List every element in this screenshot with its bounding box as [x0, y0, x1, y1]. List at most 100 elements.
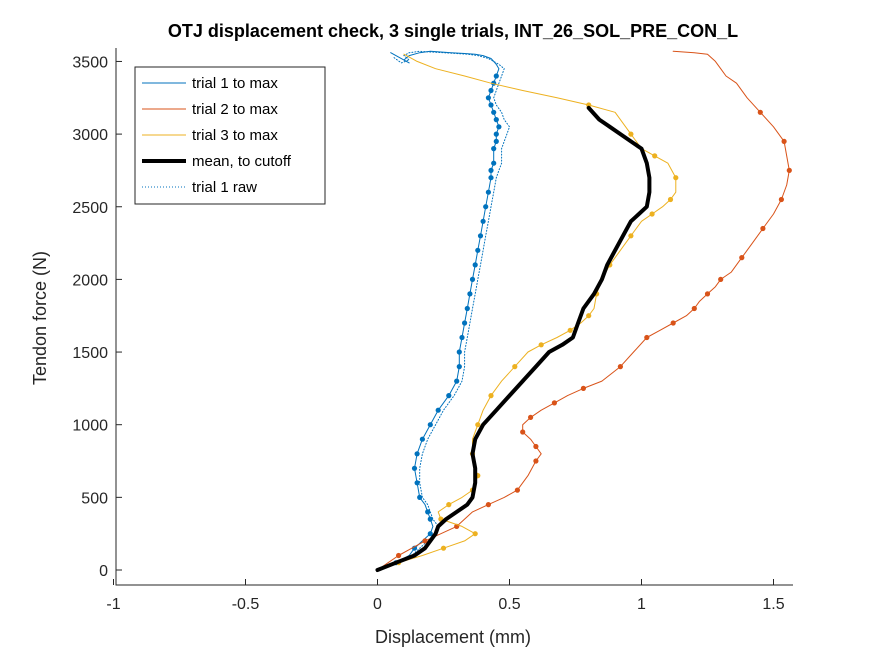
data-point-trial-2-to-max	[617, 364, 624, 370]
y-tick-label: 2500	[72, 200, 108, 217]
data-point-trial-1-to-max	[462, 320, 468, 326]
data-point-trial-1-to-max	[419, 436, 425, 442]
legend-label-trial-3-to-max: trial 3 to max	[192, 127, 278, 144]
data-point-trial-1-to-max	[414, 480, 420, 486]
data-point-trial-2-to-max	[533, 458, 539, 464]
data-point-trial-1-to-max	[493, 131, 499, 137]
chart-title: OTJ displacement check, 3 single trials,…	[168, 21, 738, 41]
series-line-trial-2-to-max	[377, 50, 790, 571]
y-tick-label: 2000	[72, 272, 108, 289]
data-point-trial-1-to-max	[417, 494, 423, 500]
data-point-trial-2-to-max	[739, 255, 745, 261]
data-point-trial-1-to-max	[464, 305, 470, 312]
data-point-trial-2-to-max	[781, 138, 787, 144]
y-tick-label: 1000	[72, 418, 108, 435]
data-point-trial-3-to-max	[628, 233, 634, 239]
data-point-trial-1-to-max	[475, 247, 481, 253]
data-point-trial-3-to-max	[512, 364, 518, 370]
data-point-trial-1-to-max	[493, 117, 499, 123]
data-point-trial-2-to-max	[528, 414, 534, 420]
data-point-trial-1-to-max	[456, 364, 462, 370]
data-point-trial-1-to-max	[488, 87, 494, 94]
x-axis-ticks: -1 -0.5 0 0.5 1 1.5	[106, 579, 785, 613]
data-point-trial-1-to-max	[446, 393, 452, 399]
data-point-trial-1-to-max	[459, 334, 465, 341]
data-point-trial-2-to-max	[396, 552, 402, 559]
data-point-trial-1-to-max	[414, 451, 420, 457]
x-tick-label: -1	[106, 596, 120, 613]
data-point-trial-1-to-max	[425, 509, 431, 515]
x-tick-label: 0.5	[498, 596, 520, 613]
data-point-trial-3-to-max	[586, 313, 592, 319]
data-point-trial-2-to-max	[778, 196, 785, 203]
data-point-trial-1-to-max	[491, 160, 497, 166]
data-point-trial-1-to-max	[467, 291, 473, 297]
data-point-trial-3-to-max	[673, 175, 679, 181]
data-point-trial-3-to-max	[440, 545, 447, 551]
data-point-trial-2-to-max	[514, 487, 521, 493]
data-point-trial-3-to-max	[488, 393, 494, 399]
data-point-trial-3-to-max	[567, 327, 573, 333]
data-point-trial-1-to-max	[488, 167, 494, 173]
data-point-trial-1-to-max	[488, 175, 494, 181]
data-point-trial-3-to-max	[649, 211, 655, 217]
axis-lines	[115, 48, 793, 586]
legend-label-mean-to-cutoff: mean, to cutoff	[192, 153, 292, 170]
x-axis-label: Displacement (mm)	[375, 627, 531, 647]
legend-label-trial-2-to-max: trial 2 to max	[192, 101, 278, 118]
y-tick-label: 3500	[72, 54, 108, 71]
data-point-trial-1-to-max	[491, 146, 497, 152]
y-axis-label: Tendon force (N)	[30, 251, 50, 385]
y-tick-label: 0	[99, 563, 108, 580]
data-point-trial-3-to-max	[475, 422, 481, 428]
data-point-trial-1-to-max	[483, 204, 489, 210]
data-point-trial-2-to-max	[760, 225, 766, 232]
legend-label-trial-1-to-max: trial 1 to max	[192, 75, 278, 92]
data-point-trial-2-to-max	[757, 109, 763, 115]
x-tick-label: 0	[373, 596, 382, 613]
data-point-trial-1-to-max	[454, 378, 460, 384]
data-point-trial-1-to-max	[488, 102, 494, 108]
data-point-trial-1-to-max	[469, 276, 476, 282]
data-point-trial-1-to-max	[472, 262, 478, 268]
data-point-trial-3-to-max	[446, 502, 452, 508]
legend-entries: trial 1 to max trial 2 to max trial 3 to m…	[142, 75, 292, 196]
data-point-trial-2-to-max	[691, 305, 697, 312]
data-point-trial-3-to-max	[628, 131, 634, 137]
data-point-trial-1-to-max	[427, 422, 433, 428]
y-tick-label: 500	[81, 490, 108, 507]
x-tick-label: 1	[637, 596, 646, 613]
data-point-trial-2-to-max	[644, 334, 650, 341]
data-point-trial-2-to-max	[704, 291, 711, 297]
data-point-trial-1-to-max	[480, 218, 486, 224]
series-trial-2-to-max	[377, 50, 792, 571]
data-point-trial-2-to-max	[580, 385, 587, 391]
data-point-trial-3-to-max	[472, 531, 478, 537]
y-axis-ticks: 0 500 1000 1500 2000 2500 3000 3500	[72, 54, 122, 580]
y-tick-label: 3000	[72, 127, 108, 144]
data-point-trial-2-to-max	[786, 167, 792, 173]
data-point-trial-1-to-max	[477, 233, 484, 239]
data-point-trial-3-to-max	[667, 196, 674, 203]
series-line-trial-1-raw	[377, 50, 510, 571]
y-tick-label: 1500	[72, 345, 108, 362]
axes-layer	[115, 48, 793, 586]
series-line-mean-to-cutoff	[375, 105, 652, 572]
data-point-trial-2-to-max	[551, 400, 558, 406]
data-point-trial-1-to-max	[456, 349, 462, 355]
data-point-trial-3-to-max	[586, 102, 592, 108]
data-point-trial-1-to-max	[435, 407, 441, 413]
data-point-trial-2-to-max	[533, 443, 539, 450]
data-point-trial-3-to-max	[652, 153, 658, 159]
legend-label-trial-1-raw: trial 1 raw	[192, 179, 257, 196]
data-point-trial-1-to-max	[485, 95, 491, 101]
x-tick-label: 1.5	[762, 596, 784, 613]
legend: trial 1 to max trial 2 to max trial 3 to m…	[134, 66, 326, 205]
x-tick-label: -0.5	[232, 596, 260, 613]
series-mean-to-cutoff	[375, 105, 652, 572]
data-point-trial-1-to-max	[496, 124, 502, 130]
data-point-trial-2-to-max	[718, 276, 724, 282]
data-point-trial-1-to-max	[493, 138, 499, 144]
data-point-trial-1-to-max	[493, 73, 499, 79]
